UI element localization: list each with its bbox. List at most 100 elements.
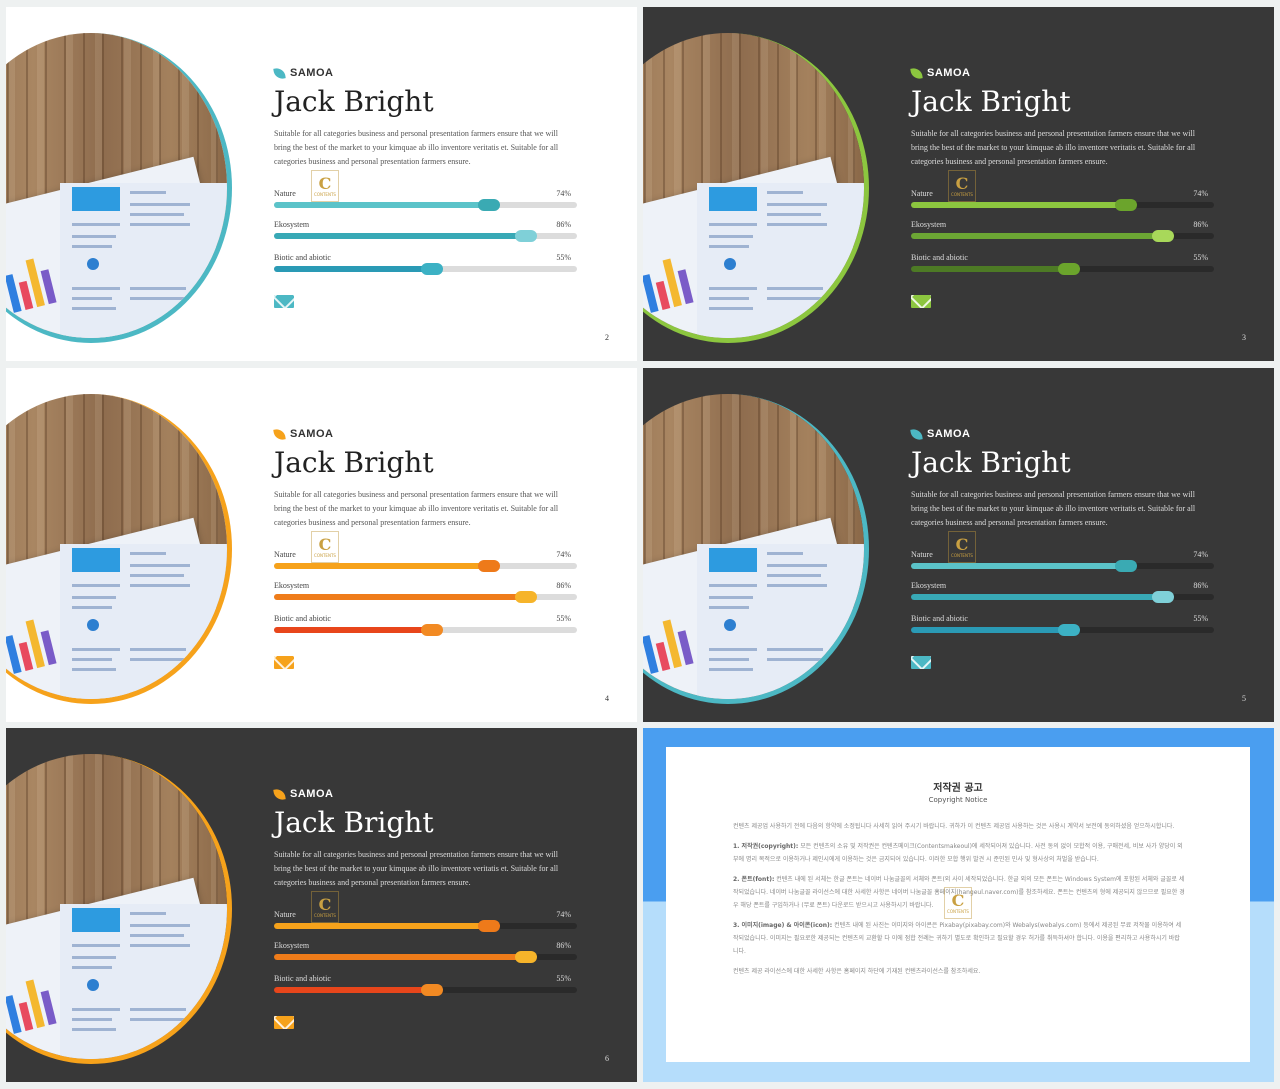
progress-knob[interactable] xyxy=(1058,624,1080,636)
progress-knob[interactable] xyxy=(515,230,537,242)
progress-track xyxy=(911,230,1214,242)
watermark-text: CONTENTS xyxy=(314,191,336,197)
samoa-logo: SAMOA xyxy=(910,427,971,441)
watermark-text: CONTENTS xyxy=(951,552,973,558)
skill-label: Nature xyxy=(274,550,296,559)
progress-fill xyxy=(274,923,498,929)
skill-bar-row: Nature 74% xyxy=(911,189,1214,213)
slide-thumbnail-2[interactable]: SAMOA Jack Bright Suitable for all categ… xyxy=(6,7,637,361)
slide-title: Jack Bright xyxy=(274,806,434,839)
progress-knob[interactable] xyxy=(478,199,500,211)
copyright-item-3-text: 컨텐츠 내에 된 사진는 이미지와 아이콘은 Pixabay(pixabay.c… xyxy=(733,922,1182,955)
slide-title: Jack Bright xyxy=(274,446,434,479)
slide-description: Suitable for all categories business and… xyxy=(911,490,1196,527)
progress-knob[interactable] xyxy=(421,624,443,636)
resume-photo-circle xyxy=(6,33,232,343)
progress-fill xyxy=(274,202,498,208)
skill-label: Biotic and abiotic xyxy=(911,614,968,623)
page-number: 3 xyxy=(1242,333,1246,342)
progress-track xyxy=(274,984,577,996)
progress-track xyxy=(274,920,577,932)
progress-knob[interactable] xyxy=(515,591,537,603)
progress-knob[interactable] xyxy=(1152,591,1174,603)
copyright-item-3-head: 3. 이미지(image) & 아이콘(icon): xyxy=(733,922,833,929)
slide-thumbnail-4[interactable]: SAMOA Jack Bright Suitable for all categ… xyxy=(6,368,637,722)
progress-fill xyxy=(274,954,535,960)
copyright-item-3: 3. 이미지(image) & 아이콘(icon): 컨텐츠 내에 된 사진는 … xyxy=(733,919,1185,958)
skill-bar-row: Nature 74% xyxy=(274,550,577,574)
skill-bar-row: Nature 74% xyxy=(911,550,1214,574)
skill-bar-row: Ekosystem 86% xyxy=(274,941,577,965)
skill-label: Biotic and abiotic xyxy=(274,253,331,262)
progress-knob[interactable] xyxy=(1152,230,1174,242)
progress-track xyxy=(911,591,1214,603)
watermark-letter: C xyxy=(955,534,969,554)
leaf-icon xyxy=(273,787,286,801)
progress-track xyxy=(274,624,577,636)
skill-percent: 86% xyxy=(1193,581,1208,590)
progress-knob[interactable] xyxy=(421,263,443,275)
skill-label: Ekosystem xyxy=(274,941,310,950)
resume-paper-front xyxy=(697,183,864,338)
copyright-intro: 컨텐츠 제공업 사용하기 전에 다음의 항약에 소정됩니다 사세히 읽어 주시기… xyxy=(733,823,1175,830)
progress-fill xyxy=(911,266,1078,272)
skill-bar-row: Biotic and abiotic 55% xyxy=(911,614,1214,638)
contents-watermark-logo: C CONTENTS xyxy=(948,531,976,563)
logo-text: SAMOA xyxy=(290,788,334,800)
watermark-text: CONTENTS xyxy=(951,191,973,197)
resume-photo-circle xyxy=(643,394,869,704)
skill-bar-row: Ekosystem 86% xyxy=(911,220,1214,244)
skill-label: Nature xyxy=(274,910,296,919)
skill-label: Ekosystem xyxy=(274,581,310,590)
mail-icon[interactable] xyxy=(274,295,294,308)
skill-percent: 74% xyxy=(556,550,571,559)
progress-track xyxy=(274,263,577,275)
skill-bar-row: Biotic and abiotic 55% xyxy=(274,614,577,638)
mail-icon[interactable] xyxy=(911,295,931,308)
resume-photo-circle xyxy=(643,33,869,343)
copyright-item-2-text: 컨텐츠 내에 된 서체는 한글 폰트는 네이버 나눔글꼴의 서체와 폰트(외 사… xyxy=(733,876,1185,909)
copyright-title: 저작권 공고 xyxy=(933,783,983,794)
skill-label: Nature xyxy=(911,550,933,559)
logo-text: SAMOA xyxy=(927,428,971,440)
samoa-logo: SAMOA xyxy=(273,427,333,441)
resume-paper-front xyxy=(60,544,227,699)
progress-knob[interactable] xyxy=(1058,263,1080,275)
progress-knob[interactable] xyxy=(478,920,500,932)
slide-thumbnail-5[interactable]: SAMOA Jack Bright Suitable for all categ… xyxy=(643,368,1274,722)
copyright-slide[interactable]: 저작권 공고 Copyright Notice 컨텐츠 제공업 사용하기 전에 … xyxy=(643,728,1274,1082)
slide-title: Jack Bright xyxy=(911,85,1071,118)
mail-icon[interactable] xyxy=(911,656,931,669)
progress-knob[interactable] xyxy=(515,951,537,963)
copyright-item-1: 1. 저작권(copyright): 모든 컨텐츠의 소유 및 저작권은 컨텐츠… xyxy=(733,840,1185,866)
skill-percent: 86% xyxy=(1193,220,1208,229)
contents-watermark-logo: C CONTENTS xyxy=(944,887,972,919)
contents-watermark-logo: C CONTENTS xyxy=(948,170,976,202)
mail-icon[interactable] xyxy=(274,656,294,669)
page-number: 4 xyxy=(605,694,609,703)
skill-label: Ekosystem xyxy=(274,220,310,229)
progress-fill xyxy=(274,266,441,272)
slide-thumbnail-6[interactable]: SAMOA Jack Bright Suitable for all categ… xyxy=(6,728,637,1082)
page-number: 5 xyxy=(1242,694,1246,703)
copyright-card: 저작권 공고 Copyright Notice 컨텐츠 제공업 사용하기 전에 … xyxy=(666,747,1250,1062)
watermark-letter: C xyxy=(951,890,965,910)
progress-knob[interactable] xyxy=(1115,560,1137,572)
progress-track xyxy=(274,199,577,211)
copyright-outro: 컨텐츠 제공 라이선스에 대한 사세한 사항은 홈페이지 하단에 기재된 컨텐츠… xyxy=(733,968,981,975)
skill-percent: 74% xyxy=(1193,550,1208,559)
skill-bar-row: Biotic and abiotic 55% xyxy=(911,253,1214,277)
progress-knob[interactable] xyxy=(1115,199,1137,211)
slide-thumbnail-3[interactable]: SAMOA Jack Bright Suitable for all categ… xyxy=(643,7,1274,361)
progress-knob[interactable] xyxy=(478,560,500,572)
mail-icon[interactable] xyxy=(274,1016,294,1029)
resume-paper-front xyxy=(60,904,227,1059)
skill-percent: 86% xyxy=(556,581,571,590)
leaf-icon xyxy=(273,66,286,80)
resume-photo-circle xyxy=(6,394,232,704)
skill-bar-row: Ekosystem 86% xyxy=(274,220,577,244)
progress-knob[interactable] xyxy=(421,984,443,996)
skill-label: Biotic and abiotic xyxy=(274,614,331,623)
leaf-icon xyxy=(910,66,923,80)
progress-fill xyxy=(911,563,1135,569)
